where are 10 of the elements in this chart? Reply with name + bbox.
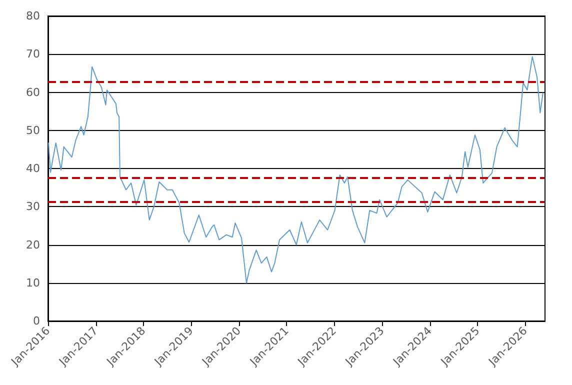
y-tick-label: 60 (26, 86, 40, 99)
y-tick-label: 10 (26, 276, 40, 290)
y-tick-label: 40 (26, 162, 40, 175)
line-series (48, 56, 544, 284)
y-tick-label: 80 (26, 10, 40, 22)
y-tick-label: 50 (26, 124, 40, 137)
y-tick-label: 0 (33, 314, 40, 328)
y-tick-label: 70 (26, 48, 40, 61)
y-tick-label: 20 (26, 238, 40, 252)
y-tick-label: 30 (26, 200, 40, 214)
